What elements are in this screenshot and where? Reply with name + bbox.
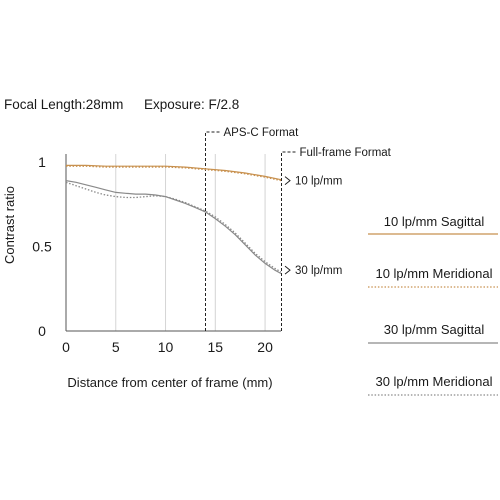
x-tick-label: 15: [208, 339, 224, 355]
grid-lines: [115, 154, 266, 331]
annotation-label: 10 lp/mm: [295, 176, 342, 188]
x-tick-label: 5: [112, 339, 120, 355]
y-tick-label: 0: [38, 323, 46, 339]
focal-length-label: Focal Length:28mm: [4, 97, 124, 112]
tick-labels: 0 5 10 15 20 0 0.5 1: [32, 154, 273, 355]
exposure-label: Exposure: F/2.8: [144, 97, 240, 112]
legend-item-label: 10 lp/mm Sagittal: [384, 214, 485, 229]
series-line: [65, 181, 282, 273]
x-tick-label: 0: [62, 339, 70, 355]
series-line: [66, 164, 282, 181]
legend-item-label: 30 lp/mm Sagittal: [384, 322, 485, 337]
y-tick-label: 0.5: [32, 239, 52, 255]
series-line: [65, 180, 282, 275]
annotation-arrow: [284, 176, 291, 185]
series-lines: [65, 164, 282, 275]
frequency-annotations: 10 lp/mm 30 lp/mm: [284, 176, 342, 277]
format-marker-label: APS-C Format: [224, 127, 300, 139]
legend: 10 lp/mm Sagittal 10 lp/mm Meridional 30 l…: [368, 214, 498, 396]
y-axis-title: Contrast ratio: [2, 186, 17, 264]
legend-item-label: 30 lp/mm Meridional: [375, 374, 492, 389]
series-line: [66, 165, 282, 182]
y-tick-label: 1: [38, 154, 46, 170]
chart-axes: [65, 154, 281, 332]
x-tick-label: 10: [158, 339, 174, 355]
x-axis-title: Distance from center of frame (mm): [67, 375, 272, 390]
format-marker-line: [205, 131, 220, 331]
annotation-arrow: [284, 265, 291, 275]
x-tick-label: 20: [257, 339, 273, 355]
legend-item-label: 10 lp/mm Meridional: [375, 266, 492, 281]
format-marker-label: Full-frame Format: [300, 147, 392, 159]
annotation-label: 30 lp/mm: [295, 265, 342, 277]
